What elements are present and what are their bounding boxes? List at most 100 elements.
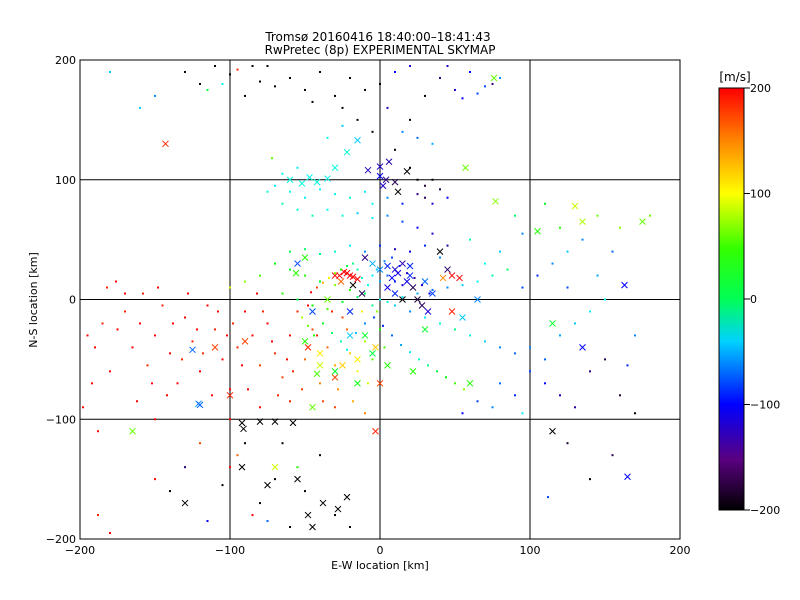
data-point-cross — [462, 164, 469, 172]
data-point-dot — [94, 346, 96, 349]
data-point-dot — [161, 304, 164, 307]
data-point-dot — [244, 310, 246, 313]
data-point-dot — [626, 364, 629, 367]
data-point-dot — [611, 454, 614, 457]
y-tick-label: 200 — [55, 54, 76, 67]
data-point-dot — [196, 328, 198, 331]
data-point-cross — [349, 273, 357, 281]
data-point-cross — [403, 278, 411, 285]
data-point-dot — [421, 284, 423, 287]
data-point-dot — [176, 382, 179, 385]
data-point-dot — [559, 334, 561, 337]
data-point-dot — [109, 370, 111, 373]
data-point-dot — [91, 382, 93, 385]
data-point-dot — [146, 364, 149, 367]
data-point-dot — [634, 412, 636, 415]
data-point-dot — [244, 94, 246, 97]
data-point-dot — [274, 352, 276, 355]
data-point-dot — [266, 64, 269, 67]
data-point-cross — [162, 140, 169, 148]
data-point-dot — [236, 68, 239, 71]
data-point-cross — [364, 166, 372, 174]
data-point-dot — [416, 226, 419, 229]
data-point-dot — [316, 334, 318, 337]
data-point-dot — [241, 364, 243, 367]
data-point-cross — [376, 266, 384, 273]
data-point-cross — [376, 379, 384, 387]
data-point-cross — [301, 254, 309, 261]
data-point-dot — [322, 322, 324, 325]
data-point-cross — [319, 499, 327, 507]
data-point-dot — [106, 286, 108, 289]
data-point-dot — [214, 328, 216, 331]
data-point-dot — [484, 85, 486, 88]
data-point-dot — [454, 88, 456, 91]
data-point-cross — [394, 269, 402, 277]
data-point-dot — [217, 310, 219, 313]
chart-subtitle: RwPretec (8p) EXPERIMENTAL SKYMAP — [265, 43, 496, 57]
data-point-dot — [199, 370, 201, 373]
data-point-dot — [136, 400, 138, 403]
data-point-dot — [364, 250, 366, 253]
data-point-cross — [189, 346, 196, 354]
data-point-cross — [379, 182, 387, 190]
data-point-dot — [115, 280, 117, 283]
data-point-dot — [281, 172, 284, 175]
data-point-dot — [86, 334, 89, 337]
data-point-cross — [492, 197, 499, 205]
data-point-dot — [439, 188, 441, 191]
data-point-dot — [445, 376, 447, 379]
data-point-dot — [289, 190, 291, 193]
x-axis-label: E-W location [km] — [331, 559, 429, 572]
data-point-cross — [309, 523, 316, 531]
data-point-dot — [281, 376, 284, 379]
data-point-cross — [343, 493, 351, 501]
data-point-dot — [514, 214, 516, 217]
data-point-dot — [311, 304, 314, 307]
data-point-dot — [581, 238, 584, 241]
x-tick-label: 0 — [377, 544, 384, 557]
data-point-dot — [427, 364, 429, 367]
x-tick-label: −100 — [215, 544, 245, 557]
data-point-dot — [334, 272, 336, 275]
data-point-dot — [82, 406, 84, 409]
data-point-dot — [391, 256, 393, 259]
data-point-dot — [247, 388, 249, 391]
data-point-dot — [461, 284, 464, 287]
data-point-cross — [372, 427, 379, 435]
data-point-cross — [436, 248, 444, 255]
data-point-dot — [499, 346, 501, 349]
data-point-dot — [341, 106, 344, 109]
data-point-dot — [307, 304, 309, 307]
data-point-dot — [256, 292, 258, 295]
data-point-cross — [238, 463, 246, 471]
data-point-dot — [364, 190, 366, 193]
data-point-dot — [409, 351, 411, 354]
data-point-dot — [221, 358, 224, 361]
data-point-dot — [589, 310, 591, 313]
data-point-dot — [566, 286, 569, 289]
data-point-dot — [529, 370, 531, 373]
data-point-dot — [431, 232, 434, 235]
data-point-dot — [356, 370, 359, 373]
data-point-dot — [244, 280, 246, 283]
data-point-dot — [401, 220, 404, 223]
colorbar — [718, 87, 745, 511]
data-point-cross — [571, 202, 579, 210]
data-point-dot — [352, 400, 354, 403]
data-point-cross — [181, 499, 189, 507]
data-point-cross — [354, 379, 361, 387]
data-point-cross — [286, 176, 294, 184]
data-point-cross — [639, 218, 646, 226]
data-point-dot — [151, 382, 153, 385]
data-point-dot — [446, 64, 449, 67]
data-point-dot — [431, 142, 434, 145]
data-point-dot — [409, 250, 411, 253]
data-point-dot — [439, 322, 441, 325]
data-point-dot — [355, 332, 357, 335]
data-point-cross — [298, 179, 306, 187]
data-point-dot — [346, 348, 348, 351]
y-tick-label: −200 — [46, 533, 76, 546]
data-point-dot — [431, 202, 434, 205]
data-points — [82, 64, 651, 535]
